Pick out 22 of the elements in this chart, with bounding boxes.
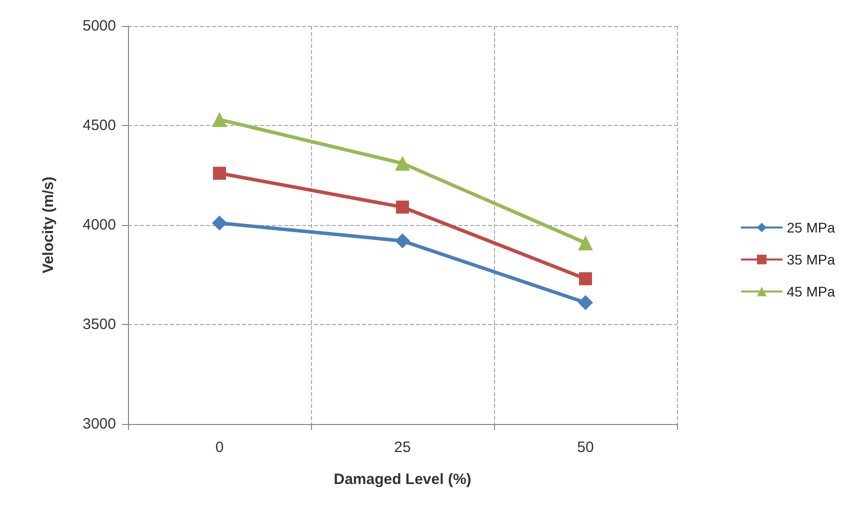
- point: [396, 200, 409, 214]
- y-tick-label: 4500: [82, 117, 116, 134]
- y-tick-label: 3500: [82, 316, 116, 333]
- y-axis-title: Velocity (m/s): [40, 176, 57, 274]
- point: [395, 156, 410, 171]
- x-tick-label: 25: [394, 439, 411, 456]
- point: [213, 166, 226, 180]
- point: [212, 112, 227, 128]
- y-tick-label: 5000: [82, 18, 116, 34]
- point: [579, 272, 592, 286]
- point: [395, 233, 410, 248]
- point: [578, 295, 593, 310]
- x-tick-label: 0: [215, 439, 224, 456]
- x-tick-label: 50: [577, 439, 594, 456]
- point: [212, 216, 227, 231]
- legend-label: 45 MPa: [786, 284, 836, 300]
- y-tick-label: 3000: [82, 416, 116, 432]
- y-tick-label: 4000: [82, 216, 116, 234]
- point: [578, 235, 593, 250]
- x-axis-title: Damaged Level (%): [334, 471, 472, 488]
- legend-label: 35 MPa: [786, 252, 836, 268]
- legend-label: 25 MPa: [786, 220, 836, 236]
